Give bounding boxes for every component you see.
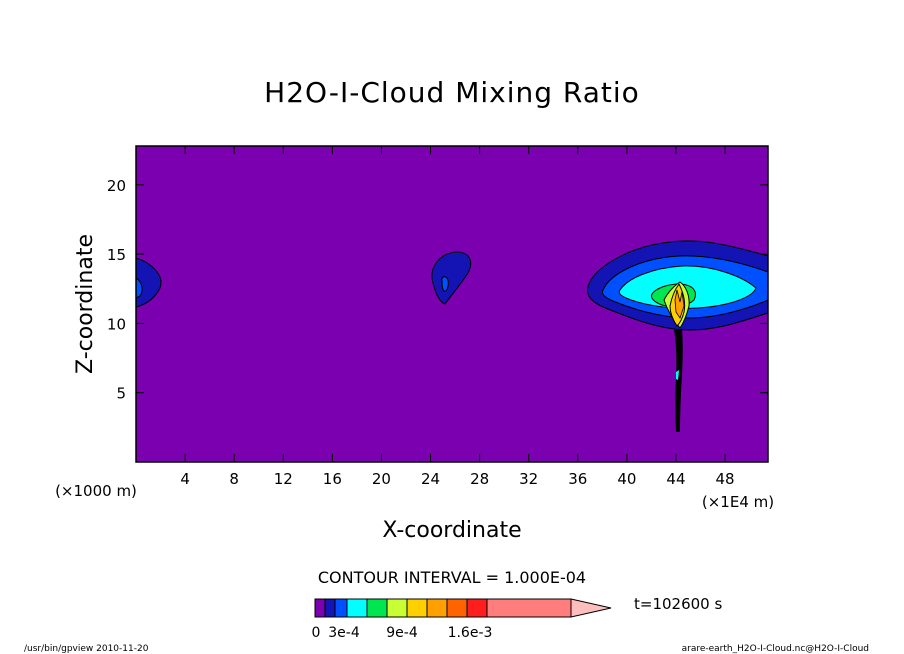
x-unit-label: (×1E4 m) — [702, 493, 774, 511]
colorbar-swatch — [486, 598, 572, 618]
colorbar-arrow — [570, 598, 612, 618]
x-tick-labels: 4 8 12 16 20 24 28 32 36 40 44 48 — [180, 470, 734, 488]
colorbar-label: 3e-4 — [328, 625, 360, 641]
x-tick-label: 8 — [229, 470, 239, 488]
colorbar-swatch — [334, 598, 348, 618]
colorbar-label: 0 — [312, 625, 321, 641]
y-tick-label: 10 — [107, 315, 126, 333]
x-tick-label: 24 — [421, 470, 440, 488]
colorbar — [314, 598, 612, 618]
x-tick-label: 16 — [323, 470, 342, 488]
colorbar-label: 1.6e-3 — [448, 625, 493, 641]
colorbar-label: 9e-4 — [386, 625, 418, 641]
colorbar-swatch — [426, 598, 448, 618]
colorbar-swatch — [324, 598, 336, 618]
x-tick-label: 36 — [568, 470, 587, 488]
y-tick-label: 20 — [107, 177, 126, 195]
footer-right: arare-earth_H2O-I-Cloud.nc@H2O-I-Cloud — [682, 644, 869, 654]
y-axis-label: Z-coordinate — [73, 234, 98, 374]
cloud-main — [587, 240, 769, 432]
x-tick-label: 28 — [470, 470, 489, 488]
cloud-left-edge — [135, 257, 162, 308]
tick-marks — [136, 146, 768, 462]
colorbar-swatch — [446, 598, 468, 618]
x-tick-label: 48 — [716, 470, 735, 488]
y-tick-label: 15 — [107, 246, 126, 264]
x-tick-label: 40 — [617, 470, 636, 488]
y-tick-labels: 5 10 15 20 — [107, 177, 126, 403]
x-axis-label: X-coordinate — [382, 518, 521, 543]
colorbar-swatch — [386, 598, 408, 618]
colorbar-swatch — [406, 598, 428, 618]
colorbar-swatch — [346, 598, 368, 618]
plot-area — [135, 145, 769, 463]
y-tick-label: 5 — [116, 385, 126, 403]
colorbar-swatch — [466, 598, 488, 618]
x-tick-label: 44 — [666, 470, 685, 488]
x-tick-label: 32 — [519, 470, 538, 488]
cloud-small — [431, 251, 472, 305]
colorbar-swatch — [366, 598, 388, 618]
x-tick-label: 12 — [274, 470, 293, 488]
x-tick-label: 4 — [180, 470, 190, 488]
colorbar-swatch — [314, 598, 326, 618]
colorbar-labels: 0 3e-4 9e-4 1.6e-3 — [312, 625, 493, 641]
contour-interval: CONTOUR INTERVAL = 1.000E-04 — [318, 568, 586, 587]
chart-title: H2O-I-Cloud Mixing Ratio — [264, 76, 640, 109]
x-tick-label: 20 — [372, 470, 391, 488]
y-unit-label: (×1000 m) — [55, 482, 137, 500]
plot-frame — [135, 145, 769, 463]
time-label: t=102600 s — [634, 595, 722, 613]
footer-left: /usr/bin/gpview 2010-11-20 — [24, 644, 149, 654]
